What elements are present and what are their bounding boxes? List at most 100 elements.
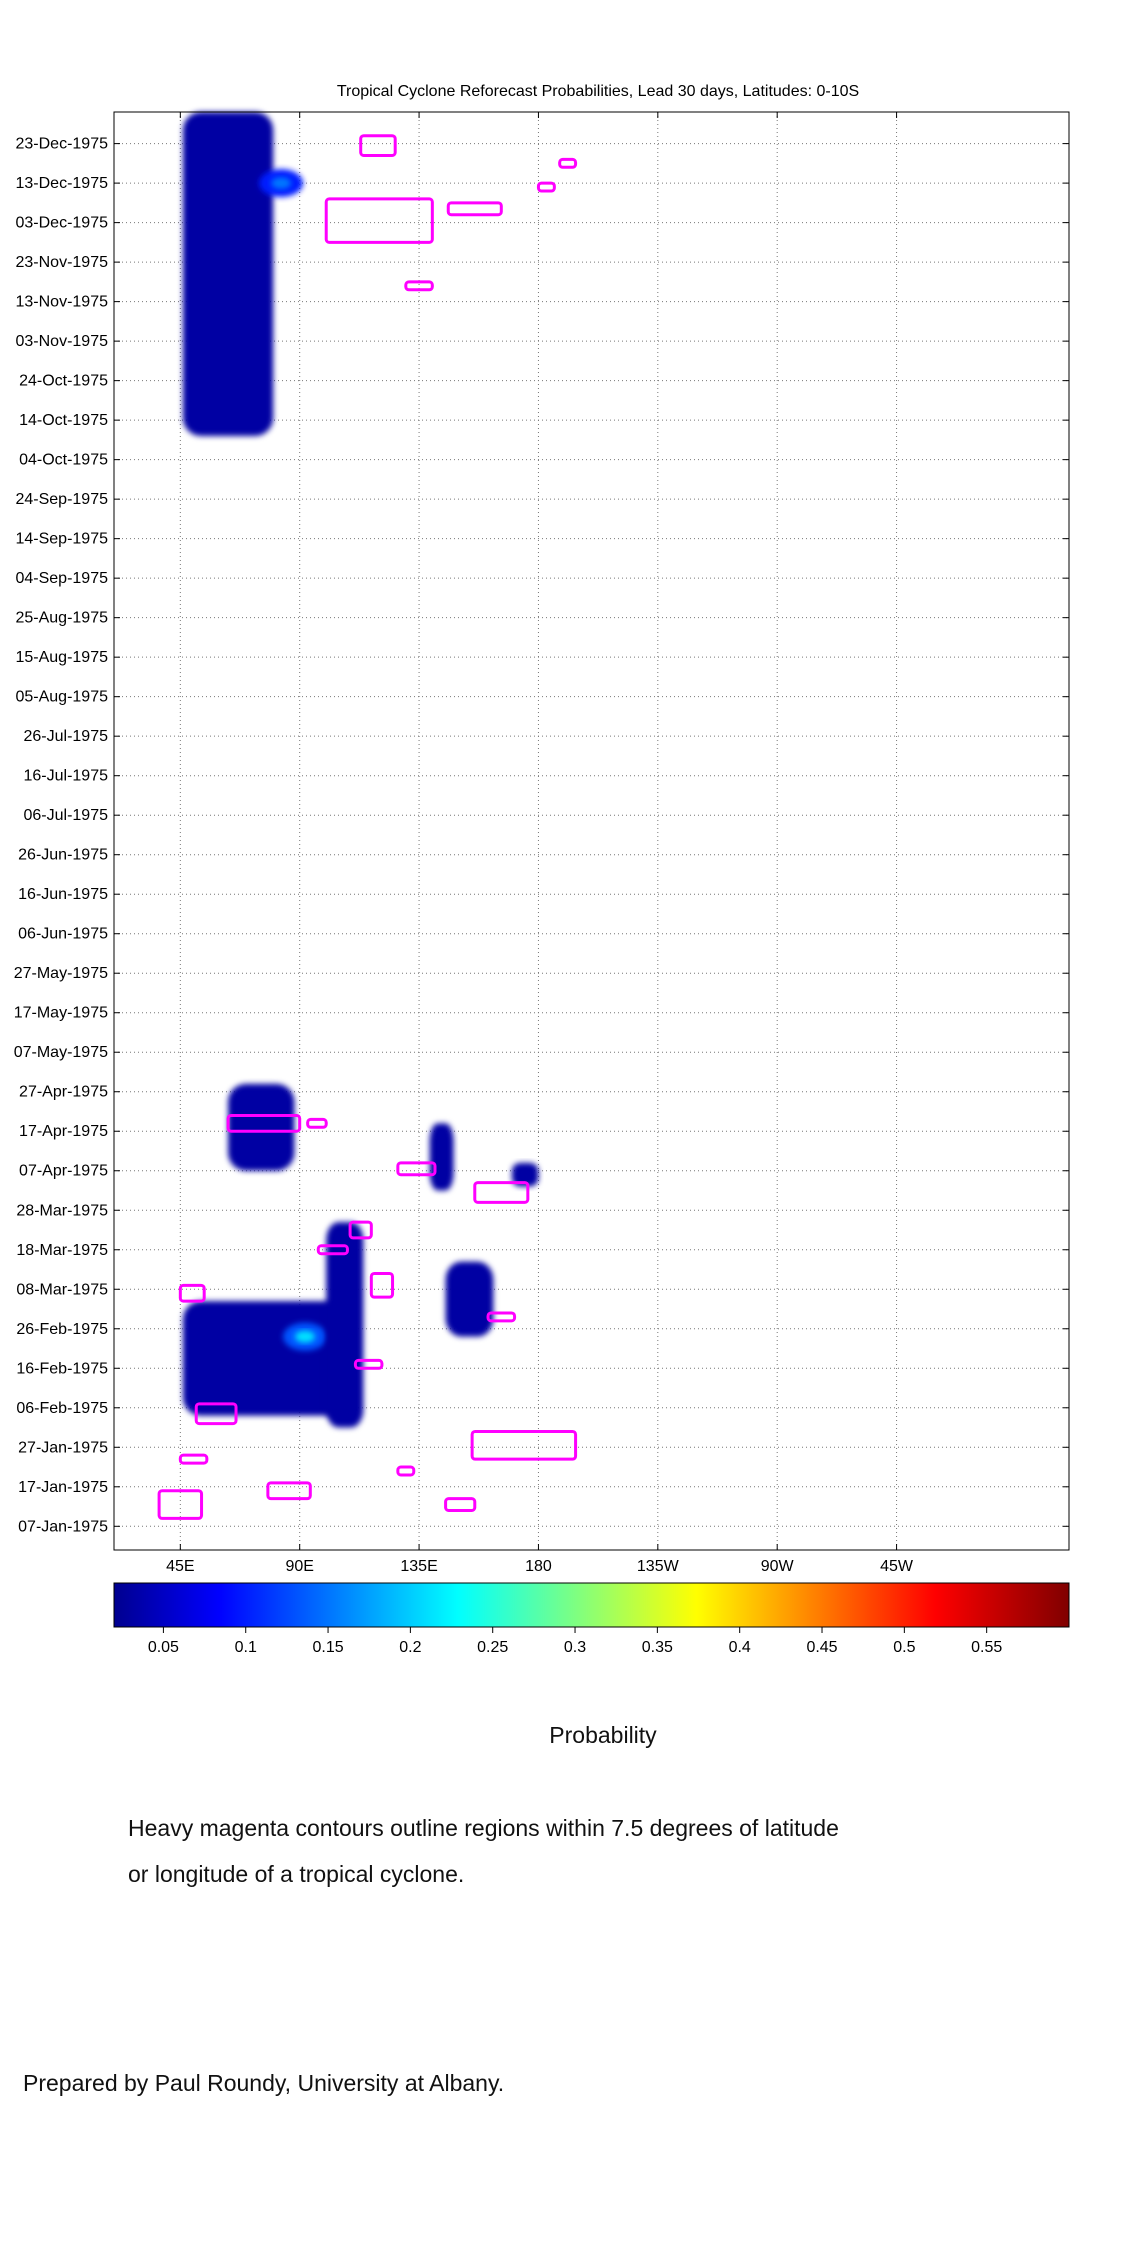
y-tick-label: 27-Apr-1975 [19,1084,108,1101]
colorbar-tick-label: 0.2 [399,1639,421,1656]
cyclone-contour [194,1402,238,1426]
y-tick-label: 17-May-1975 [14,1005,108,1022]
y-axis: 23-Dec-1975 13-Dec-1975 03-Dec-1975 23-Nov-… [14,136,1069,1535]
probability-region [182,112,304,436]
cyclone-contour [470,1429,578,1461]
probability-region [445,1261,494,1337]
chart-title: Tropical Cyclone Reforecast Probabilitie… [337,83,859,100]
colorbar-label: Probability [549,1722,657,1748]
colorbar-tick-label: 0.4 [729,1639,751,1656]
y-tick-label: 04-Oct-1975 [19,452,108,469]
probability-region-fill [429,1123,454,1191]
y-tick-label: 16-Jun-1975 [18,886,108,903]
y-tick-label: 17-Jan-1975 [18,1479,108,1496]
cyclone-contour [396,1465,416,1477]
y-tick-label: 04-Sep-1975 [15,570,108,587]
cyclone-contour [353,1358,384,1370]
colorbar-tick-label: 0.5 [893,1639,915,1656]
probability-peak-core [271,177,292,190]
x-tick-label: 180 [525,1558,552,1575]
y-tick-label: 24-Oct-1975 [19,373,108,390]
probability-region-fill [445,1261,494,1337]
cyclone-contour [178,1283,206,1303]
cyclone-contour [324,197,434,244]
credit: Prepared by Paul Roundy, University at A… [23,2070,505,2096]
colorbar [113,1582,1070,1628]
y-tick-label: 06-Feb-1975 [16,1400,108,1417]
cyclone-contour [348,1220,373,1240]
x-tick-label: 45E [166,1558,194,1575]
colorbar-tick-label: 0.25 [477,1639,508,1656]
y-tick-label: 13-Dec-1975 [16,175,109,192]
probability-peak-core [295,1330,315,1343]
y-tick-label: 28-Mar-1975 [16,1202,108,1219]
cyclone-contour [536,181,556,193]
colorbar-tick-label: 0.15 [312,1639,343,1656]
x-tick-label: 135W [637,1558,680,1575]
y-tick-label: 23-Nov-1975 [16,254,109,271]
cyclone-contour [266,1481,312,1501]
cyclone-contour [446,201,503,217]
y-tick-label: 16-Feb-1975 [16,1360,108,1377]
cyclone-contour [157,1489,204,1520]
probability-field [182,112,539,1428]
y-tick-label: 24-Sep-1975 [15,491,108,508]
plot-frame [113,111,1070,1551]
y-tick-label: 13-Nov-1975 [16,294,109,311]
y-tick-label: 14-Sep-1975 [15,531,108,548]
y-tick-label: 23-Dec-1975 [16,136,109,153]
probability-region [182,1301,353,1416]
cyclone-contour [226,1113,302,1133]
y-tick-label: 03-Nov-1975 [16,333,109,350]
x-tick-label: 135E [400,1558,437,1575]
y-tick-label: 14-Oct-1975 [19,412,108,429]
colorbar-tick-label: 0.05 [148,1639,179,1656]
cyclone-contour [486,1311,517,1323]
y-tick-label: 17-Apr-1975 [19,1123,108,1140]
y-tick-label: 16-Jul-1975 [24,768,109,785]
cyclone-contour [316,1244,349,1256]
colorbar-tick-label: 0.45 [806,1639,837,1656]
cyclone-contour [558,157,578,169]
x-axis: 45E 90E 135E 180 135W 90W 45W [166,112,914,1575]
y-tick-label: 07-Jan-1975 [18,1518,108,1535]
y-tick-label: 05-Aug-1975 [15,689,108,706]
probability-region [228,1083,295,1171]
cyclone-contour [369,1271,395,1299]
probability-region [511,1162,539,1187]
cyclone-contour [473,1181,530,1204]
y-tick-label: 27-Jan-1975 [18,1439,108,1456]
y-tick-label: 06-Jul-1975 [24,807,109,824]
y-tick-label: 18-Mar-1975 [16,1242,108,1259]
cyclone-contour [404,280,434,292]
x-tick-label: 45W [880,1558,914,1575]
probability-region [429,1123,454,1191]
caption: Heavy magenta contours outline regions w… [128,1805,1028,1897]
y-tick-label: 07-May-1975 [14,1044,108,1061]
colorbar-ticks: 0.05 0.1 0.15 0.2 0.25 0.3 0.35 0.4 0.45 0.5 0.55 [148,1627,1002,1656]
x-tick-label: 90E [285,1558,313,1575]
cyclone-contours [157,134,578,1520]
y-tick-label: 26-Jun-1975 [18,847,108,864]
y-tick-label: 06-Jun-1975 [18,926,108,943]
y-tick-label: 08-Mar-1975 [16,1281,108,1298]
colorbar-tick-label: 0.3 [564,1639,586,1656]
probability-region-fill [182,112,274,436]
cyclone-contour [306,1117,328,1129]
colorbar-tick-label: 0.1 [235,1639,257,1656]
cyclone-contour [396,1161,437,1177]
colorbar-tick-label: 0.35 [642,1639,673,1656]
y-tick-label: 15-Aug-1975 [15,649,108,666]
cyclone-contour [178,1453,209,1465]
y-tick-label: 26-Feb-1975 [16,1321,108,1338]
probability-region-fill [228,1083,295,1171]
y-tick-label: 27-May-1975 [14,965,108,982]
caption-line-1: Heavy magenta contours outline regions w… [128,1815,839,1841]
probability-region-fill [511,1162,539,1187]
y-tick-label: 07-Apr-1975 [19,1163,108,1180]
caption-line-2: or longitude of a tropical cyclone. [128,1861,465,1887]
x-tick-label: 90W [761,1558,795,1575]
y-tick-label: 26-Jul-1975 [24,728,109,745]
cyclone-contour [444,1497,477,1512]
